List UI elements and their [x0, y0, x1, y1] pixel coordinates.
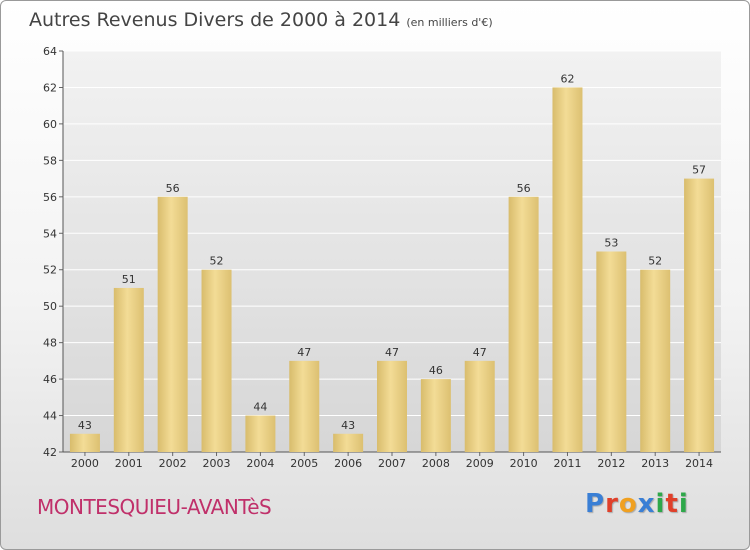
proxiti-logo-letter: r	[605, 489, 619, 519]
bar-2002	[157, 196, 188, 452]
y-tick-label: 50	[43, 300, 57, 313]
x-tick-label-2011: 2011	[553, 457, 581, 470]
proxiti-logo-letter: P	[585, 489, 606, 519]
data-label-2001: 51	[122, 273, 136, 286]
commune-name: MONTESQUIEU-AVANTèS	[37, 495, 272, 519]
x-tick-label-2003: 2003	[203, 457, 231, 470]
y-tick-label: 44	[43, 410, 57, 423]
y-tick-label: 46	[43, 373, 57, 386]
y-tick-label: 58	[43, 154, 57, 167]
bar-2004	[245, 415, 276, 452]
proxiti-logo-letter: o	[618, 489, 638, 519]
y-tick-label: 62	[43, 81, 57, 94]
y-tick-label: 64	[43, 45, 57, 58]
data-label-2000: 43	[78, 419, 92, 432]
data-label-2012: 53	[604, 237, 618, 250]
data-label-2008: 46	[429, 364, 443, 377]
x-tick-label-2010: 2010	[510, 457, 538, 470]
x-tick-label-2012: 2012	[597, 457, 625, 470]
proxiti-logo-letter: i	[655, 489, 666, 519]
y-tick-label: 54	[43, 227, 57, 240]
x-tick-label-2000: 2000	[71, 457, 99, 470]
x-tick-label-2014: 2014	[685, 457, 713, 470]
bar-2010	[508, 196, 539, 452]
x-tick-label-2004: 2004	[246, 457, 274, 470]
x-tick-label-2006: 2006	[334, 457, 362, 470]
data-label-2003: 52	[210, 255, 224, 268]
bar-2006	[333, 433, 364, 452]
bar-2007	[377, 360, 407, 452]
y-tick-label: 48	[43, 337, 57, 350]
data-label-2006: 43	[341, 419, 355, 432]
data-label-2011: 62	[560, 72, 574, 85]
bar-2001	[113, 287, 144, 452]
x-tick-label-2007: 2007	[378, 457, 406, 470]
x-tick-label-2001: 2001	[115, 457, 143, 470]
data-label-2004: 44	[253, 401, 267, 414]
bar-2012	[596, 251, 627, 452]
bar-2005	[289, 360, 320, 452]
y-tick-label: 52	[43, 264, 57, 277]
bar-2003	[201, 269, 232, 452]
y-tick-label: 42	[43, 446, 57, 459]
bar-2014	[684, 178, 715, 452]
proxiti-logo-letter: i	[678, 489, 689, 519]
x-tick-label-2008: 2008	[422, 457, 450, 470]
data-label-2014: 57	[692, 164, 706, 177]
data-label-2002: 56	[166, 182, 180, 195]
data-label-2013: 52	[648, 255, 662, 268]
proxiti-logo-letter: x	[637, 489, 656, 519]
x-tick-label-2013: 2013	[641, 457, 669, 470]
bar-2011	[552, 87, 583, 453]
bar-2008	[420, 379, 451, 452]
data-label-2007: 47	[385, 346, 399, 359]
data-label-2009: 47	[473, 346, 487, 359]
x-tick-label-2005: 2005	[290, 457, 318, 470]
data-label-2010: 56	[517, 182, 531, 195]
chart-title: Autres Revenus Divers de 2000 à 2014 (en …	[29, 9, 493, 31]
x-tick-label-2002: 2002	[159, 457, 187, 470]
bar-2013	[640, 269, 671, 452]
chart-title-text: Autres Revenus Divers de 2000 à 2014	[29, 9, 401, 31]
y-tick-label: 56	[43, 191, 57, 204]
bar-2000	[69, 433, 100, 452]
x-tick-label-2009: 2009	[466, 457, 494, 470]
bar-2009	[464, 360, 495, 452]
data-label-2005: 47	[297, 346, 311, 359]
chart-unit: (en milliers d'€)	[406, 16, 493, 29]
proxiti-logo-letter: t	[665, 489, 679, 519]
y-tick-label: 60	[43, 118, 57, 131]
proxiti-logo: Proxiti	[585, 489, 689, 519]
